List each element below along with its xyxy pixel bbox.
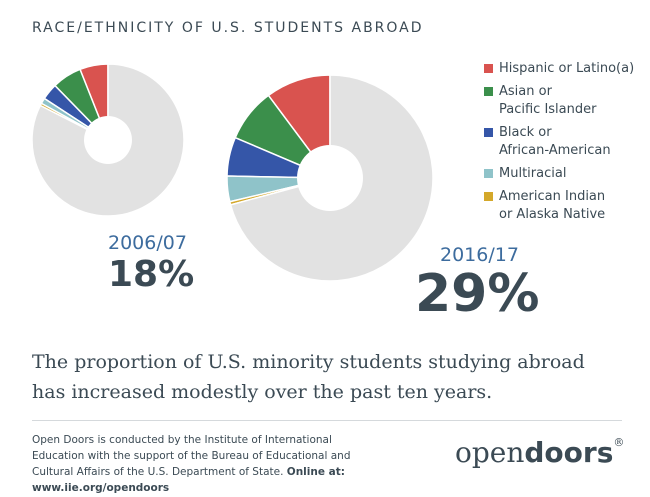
divider [32,420,622,421]
legend-label: Hispanic or Latino(a) [499,61,635,76]
percent-2016-17: 29% [415,264,540,324]
donut-2016-17 [226,74,434,282]
donut-hole [84,116,132,164]
chart-title: RACE/ETHNICITY OF U.S. STUDENTS ABROAD [32,20,424,36]
legend-label: Multiracial [499,166,567,181]
footer-note: Open Doors is conducted by the Institute… [32,432,382,496]
brand-mark: ® [613,436,625,449]
opendoors-logo: opendoors® [455,436,624,469]
legend-item-multiracial: Multiracial [484,165,644,183]
legend-label: Black or African-American [499,125,611,158]
legend: Hispanic or Latino(a) Asian or Pacific I… [484,60,644,229]
footer-text: Open Doors is conducted by the Institute… [32,434,351,478]
footer-online-link[interactable]: Online at: www.iie.org/opendoors [32,466,345,494]
legend-swatch [484,192,493,201]
legend-item-black: Black or African-American [484,124,644,160]
year-label-2016-17: 2016/17 [440,244,519,266]
brand-doors: doors [524,436,614,469]
brand-open: open [455,436,525,469]
legend-swatch [484,169,493,178]
legend-item-asian: Asian or Pacific Islander [484,83,644,119]
year-label-2006-07: 2006/07 [108,232,187,254]
donut-hole [297,145,363,211]
percent-2006-07: 18% [108,254,195,295]
legend-swatch [484,128,493,137]
legend-label: Asian or Pacific Islander [499,84,597,117]
donut-2006-07 [31,63,185,217]
legend-item-american-indian: American Indian or Alaska Native [484,188,644,224]
headline: The proportion of U.S. minority students… [32,351,585,403]
legend-swatch [484,87,493,96]
legend-item-hispanic: Hispanic or Latino(a) [484,60,644,78]
donut-slice-other [31,63,185,217]
legend-label: American Indian or Alaska Native [499,189,606,222]
legend-swatch [484,64,493,73]
